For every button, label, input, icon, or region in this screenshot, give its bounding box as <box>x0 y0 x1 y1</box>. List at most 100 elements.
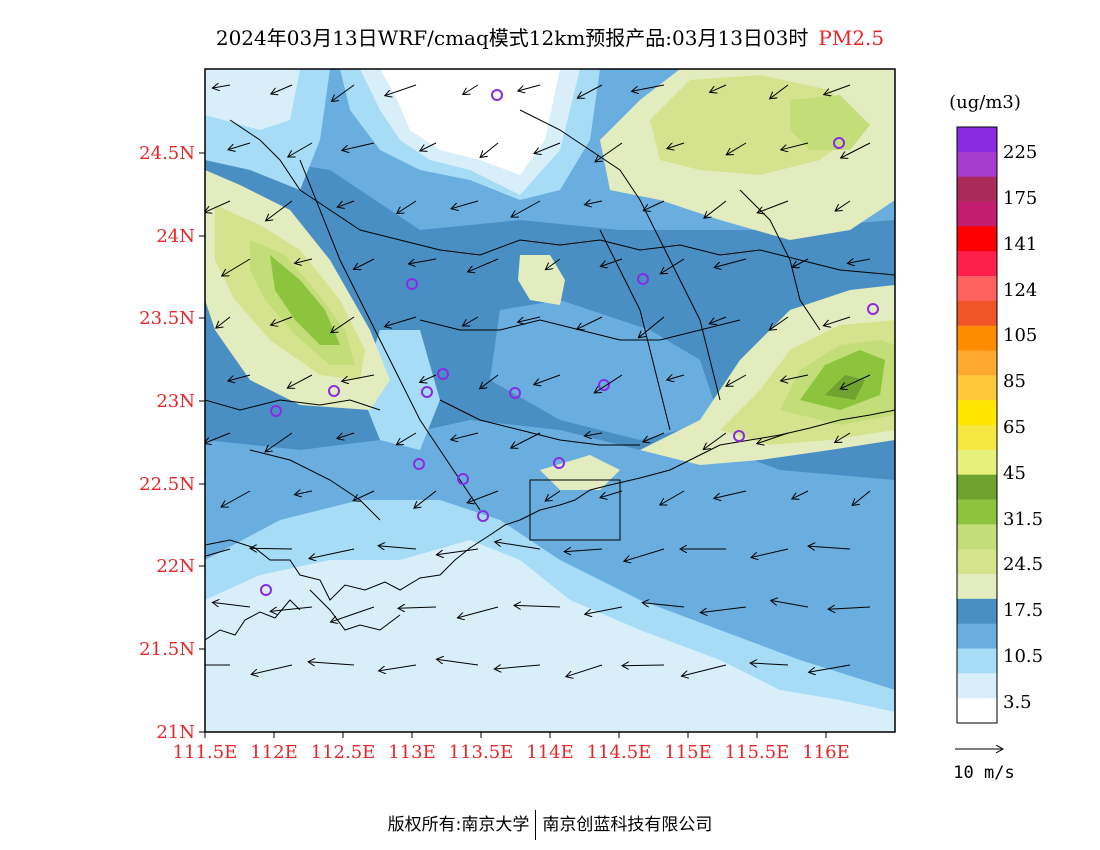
wind-arrow <box>710 84 727 92</box>
legend-label: 175 <box>1003 188 1037 209</box>
wind-arrow <box>600 258 623 267</box>
wind-arrow <box>667 142 685 149</box>
wind-arrow <box>585 606 623 614</box>
wind-arrow <box>726 142 747 155</box>
wind-arrow <box>354 258 375 269</box>
legend-swatch <box>957 698 997 724</box>
station-marker <box>491 89 503 101</box>
wind-arrow <box>251 664 293 674</box>
wind-arrow <box>468 258 499 272</box>
legend-swatch <box>957 425 997 451</box>
wind-arrow <box>584 433 603 436</box>
legend-swatches <box>957 127 997 724</box>
wind-arrow <box>467 490 499 503</box>
station-marker <box>833 137 845 149</box>
wind-arrow <box>808 546 851 549</box>
wind-arrow <box>462 316 479 326</box>
legend-swatch <box>957 127 997 153</box>
wind-arrow <box>792 490 809 499</box>
lon-label: 111.5E <box>173 742 238 763</box>
wind-arrow <box>265 432 293 452</box>
map-title: 2024年03月13日WRF/cmaq模式12km预报产品:03月13日03时 P… <box>0 22 1100 51</box>
longitude-axis: 111.5E 112E 112.5E 113E 113.5E 114E 114.… <box>173 732 850 763</box>
wind-arrow <box>841 142 871 158</box>
lon-label: 115E <box>664 742 712 763</box>
legend-swatch <box>957 400 997 426</box>
footer-separator <box>535 810 537 840</box>
wind-arrow <box>704 200 727 218</box>
wind-arrow <box>420 142 437 151</box>
wind-arrow <box>847 259 871 263</box>
legend-swatch <box>957 325 997 351</box>
station-marker <box>421 386 433 398</box>
wind-arrow <box>398 607 437 608</box>
legend-swatch <box>957 375 997 401</box>
wind-arrow <box>287 374 313 388</box>
wind-arrow <box>205 548 231 557</box>
station-marker <box>553 457 565 469</box>
coastline-boundaries <box>205 109 895 641</box>
wind-arrow <box>835 200 851 211</box>
wind-arrow <box>564 549 603 552</box>
station-marker <box>406 278 418 290</box>
wind-arrow <box>584 201 603 205</box>
legend-swatch <box>957 474 997 500</box>
wind-arrow <box>835 432 851 443</box>
wind-arrow <box>295 259 313 263</box>
wind-arrow <box>494 665 541 669</box>
wind-arrow <box>250 548 293 549</box>
wind-arrow <box>205 432 231 444</box>
station-marker <box>260 584 272 596</box>
legend-swatch <box>957 176 997 202</box>
wind-arrow <box>700 606 747 613</box>
wind-arrow <box>397 200 417 214</box>
legend-swatch <box>957 151 997 178</box>
wind-arrow <box>228 142 251 150</box>
wind-arrow <box>212 602 251 608</box>
wind-arrow <box>308 662 355 665</box>
wind-arrow <box>331 606 375 622</box>
legend-label: 3.5 <box>1003 692 1032 713</box>
wind-scale: 10 m/s <box>953 749 1015 783</box>
wind-arrow <box>709 316 727 324</box>
wind-arrow <box>757 432 789 444</box>
wind-arrow <box>643 200 665 211</box>
station-marker <box>733 430 745 442</box>
lat-label: 23.5N <box>139 308 195 329</box>
wind-arrow <box>577 84 603 98</box>
wind-arrow <box>420 374 437 382</box>
lon-label: 114E <box>526 742 574 763</box>
legend-swatch <box>957 226 997 252</box>
wind-arrow <box>667 375 685 380</box>
wind-arrow <box>228 374 251 381</box>
wind-arrow <box>378 546 417 549</box>
legend-swatch <box>957 251 997 277</box>
station-marker <box>413 458 425 470</box>
wind-arrow <box>271 84 293 94</box>
legend-label: 65 <box>1003 417 1026 438</box>
wind-arrow <box>451 200 479 209</box>
wind-arrow <box>294 491 313 495</box>
copyright-right: 南京创蓝科技有限公司 <box>542 815 713 835</box>
wind-arrow <box>205 200 231 212</box>
legend-label: 17.5 <box>1003 600 1043 621</box>
wind-arrow <box>781 142 809 150</box>
wind-arrow <box>518 316 541 322</box>
legend-label: 225 <box>1003 142 1037 163</box>
wind-arrow <box>495 542 541 550</box>
wind-vectors <box>205 84 871 677</box>
wind-arrow <box>643 432 665 442</box>
wind-arrow <box>792 258 809 268</box>
legend-swatch <box>957 201 997 227</box>
station-marker <box>637 273 649 285</box>
legend-swatch <box>957 276 997 302</box>
title-text: 2024年03月13日WRF/cmaq模式12km预报产品:03月13日03时 <box>215 26 809 50</box>
copyright-left: 版权所有:南京大学 <box>387 815 530 835</box>
wind-arrow <box>511 432 541 448</box>
wind-arrow <box>660 258 685 274</box>
legend-label: 124 <box>1003 280 1037 301</box>
wind-arrow <box>451 432 479 440</box>
wind-arrow <box>288 142 313 157</box>
wind-arrow <box>353 490 375 501</box>
